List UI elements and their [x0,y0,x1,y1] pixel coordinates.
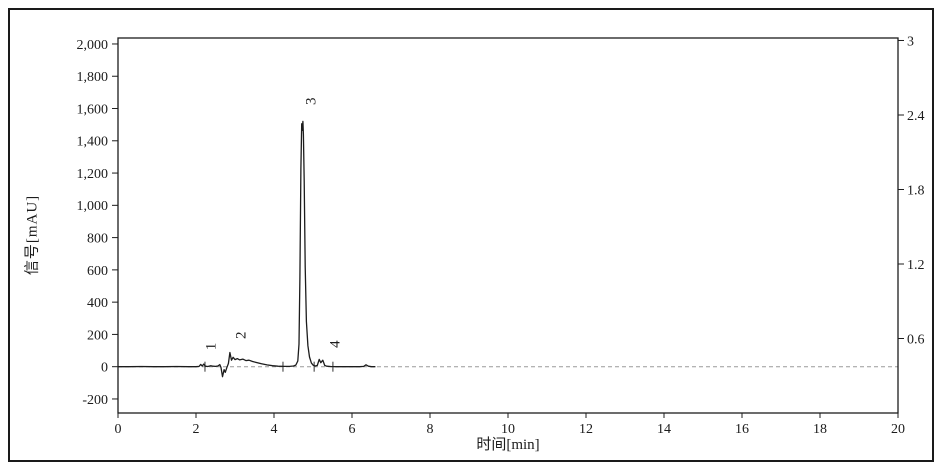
peak-label-4: 4 [328,340,344,348]
x-tick-label: 0 [115,422,122,437]
x-tick-label: 16 [735,422,749,437]
x-tick-label: 14 [657,422,671,437]
peak-label-3: 3 [304,98,320,106]
y-left-tick-label: 800 [87,232,108,247]
y-right-tick-label: 1.8 [907,183,925,198]
y-left-tick-label: 1,400 [77,135,109,150]
y-left-tick-label: 1,800 [77,70,109,85]
y-right-tick-label: 1.2 [907,258,925,273]
peak-label-2: 2 [233,331,249,339]
x-tick-label: 6 [349,422,356,437]
y-left-tick-label: -200 [82,393,108,408]
x-tick-label: 20 [891,422,905,437]
y-right-tick-label: 0.6 [907,332,925,347]
y-left-tick-label: 400 [87,296,108,311]
x-tick-label: 12 [579,422,593,437]
figure-border [8,8,934,462]
x-tick-label: 10 [501,422,515,437]
y-left-tick-label: 1,600 [77,102,109,117]
x-axis-title: 时间[min] [476,437,540,453]
signal-trace [118,120,376,378]
y-right-tick-label: 3 [907,34,914,49]
y-axis-title: 信号[mAU] [24,194,41,276]
y-right-tick-label: 2.4 [907,109,925,124]
x-tick-label: 2 [193,422,200,437]
x-tick-label: 4 [271,422,278,437]
y-left-tick-label: 1,000 [77,199,109,214]
y-left-tick-label: 1,200 [77,167,109,182]
plot-border [117,37,899,414]
x-tick-label: 18 [813,422,827,437]
y-left-tick-label: 2,000 [77,38,109,53]
y-left-tick-label: 0 [101,361,108,376]
y-left-tick-label: 600 [87,264,108,279]
y-left-tick-label: 200 [87,328,108,343]
x-tick-label: 8 [427,422,434,437]
peak-label-1: 1 [203,343,219,351]
